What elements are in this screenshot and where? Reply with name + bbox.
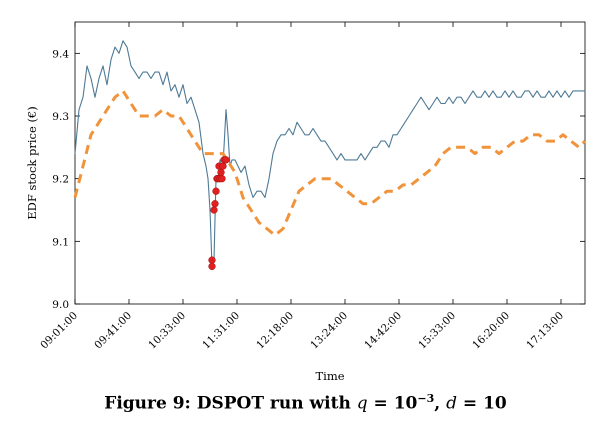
caption-eq: = 10 — [367, 393, 418, 414]
x-tick-label: 17:13:00 — [524, 310, 566, 352]
caption-prefix: Figure 9: DSPOT run with — [104, 393, 357, 414]
anomaly-point — [208, 256, 216, 264]
anomaly-point — [217, 168, 225, 177]
y-tick-label: 9.3 — [52, 111, 69, 123]
y-tick-label: 9.1 — [52, 236, 69, 248]
x-axis-label: Time — [315, 369, 344, 383]
anomaly-markers — [208, 156, 230, 271]
y-tick-label: 9.2 — [52, 174, 69, 186]
anomaly-point — [212, 187, 220, 195]
anomaly-point — [222, 156, 230, 164]
price-line — [74, 40, 586, 267]
figure-caption: Figure 9: DSPOT run with q = 10−3, d = 1… — [0, 392, 611, 414]
x-tick-label: 14:42:00 — [362, 310, 404, 352]
x-tick-label: 16:20:00 — [470, 310, 512, 352]
x-tick-label: 11:31:00 — [200, 310, 242, 352]
caption-sep: , — [434, 393, 447, 414]
anomaly-point — [211, 200, 219, 208]
y-tick-label: 9.4 — [52, 48, 69, 60]
anomaly-point — [210, 206, 218, 214]
caption-q: q — [356, 393, 368, 414]
x-tick-label: 13:24:00 — [308, 310, 350, 352]
caption-exponent: −3 — [417, 392, 435, 405]
plot-frame — [74, 21, 586, 305]
chart: 9.0 9.1 9.2 9.3 9.4 09:01:00 09:41:00 10:33:00… — [25, 21, 587, 383]
y-axis-ticks: 9.0 9.1 9.2 9.3 9.4 — [52, 48, 585, 311]
y-tick-label: 9.0 — [52, 299, 69, 311]
x-tick-label: 10:33:00 — [146, 310, 188, 352]
x-axis-ticks: 09:01:00 09:41:00 10:33:00 11:31:00 12:18:00… — [38, 22, 566, 351]
x-tick-label: 12:18:00 — [254, 310, 296, 352]
threshold-line — [73, 89, 587, 237]
caption-d-eq: = 10 — [457, 393, 507, 414]
anomaly-point — [208, 262, 216, 271]
caption-d: d — [446, 393, 457, 414]
x-tick-label: 09:01:00 — [38, 310, 80, 352]
anomaly-point — [218, 175, 226, 183]
series-group — [73, 40, 587, 267]
x-tick-label: 09:41:00 — [92, 310, 134, 352]
x-tick-label: 15:33:00 — [416, 310, 458, 352]
anomaly-point — [219, 162, 227, 170]
y-axis-label: EDF stock price (€) — [25, 106, 39, 220]
